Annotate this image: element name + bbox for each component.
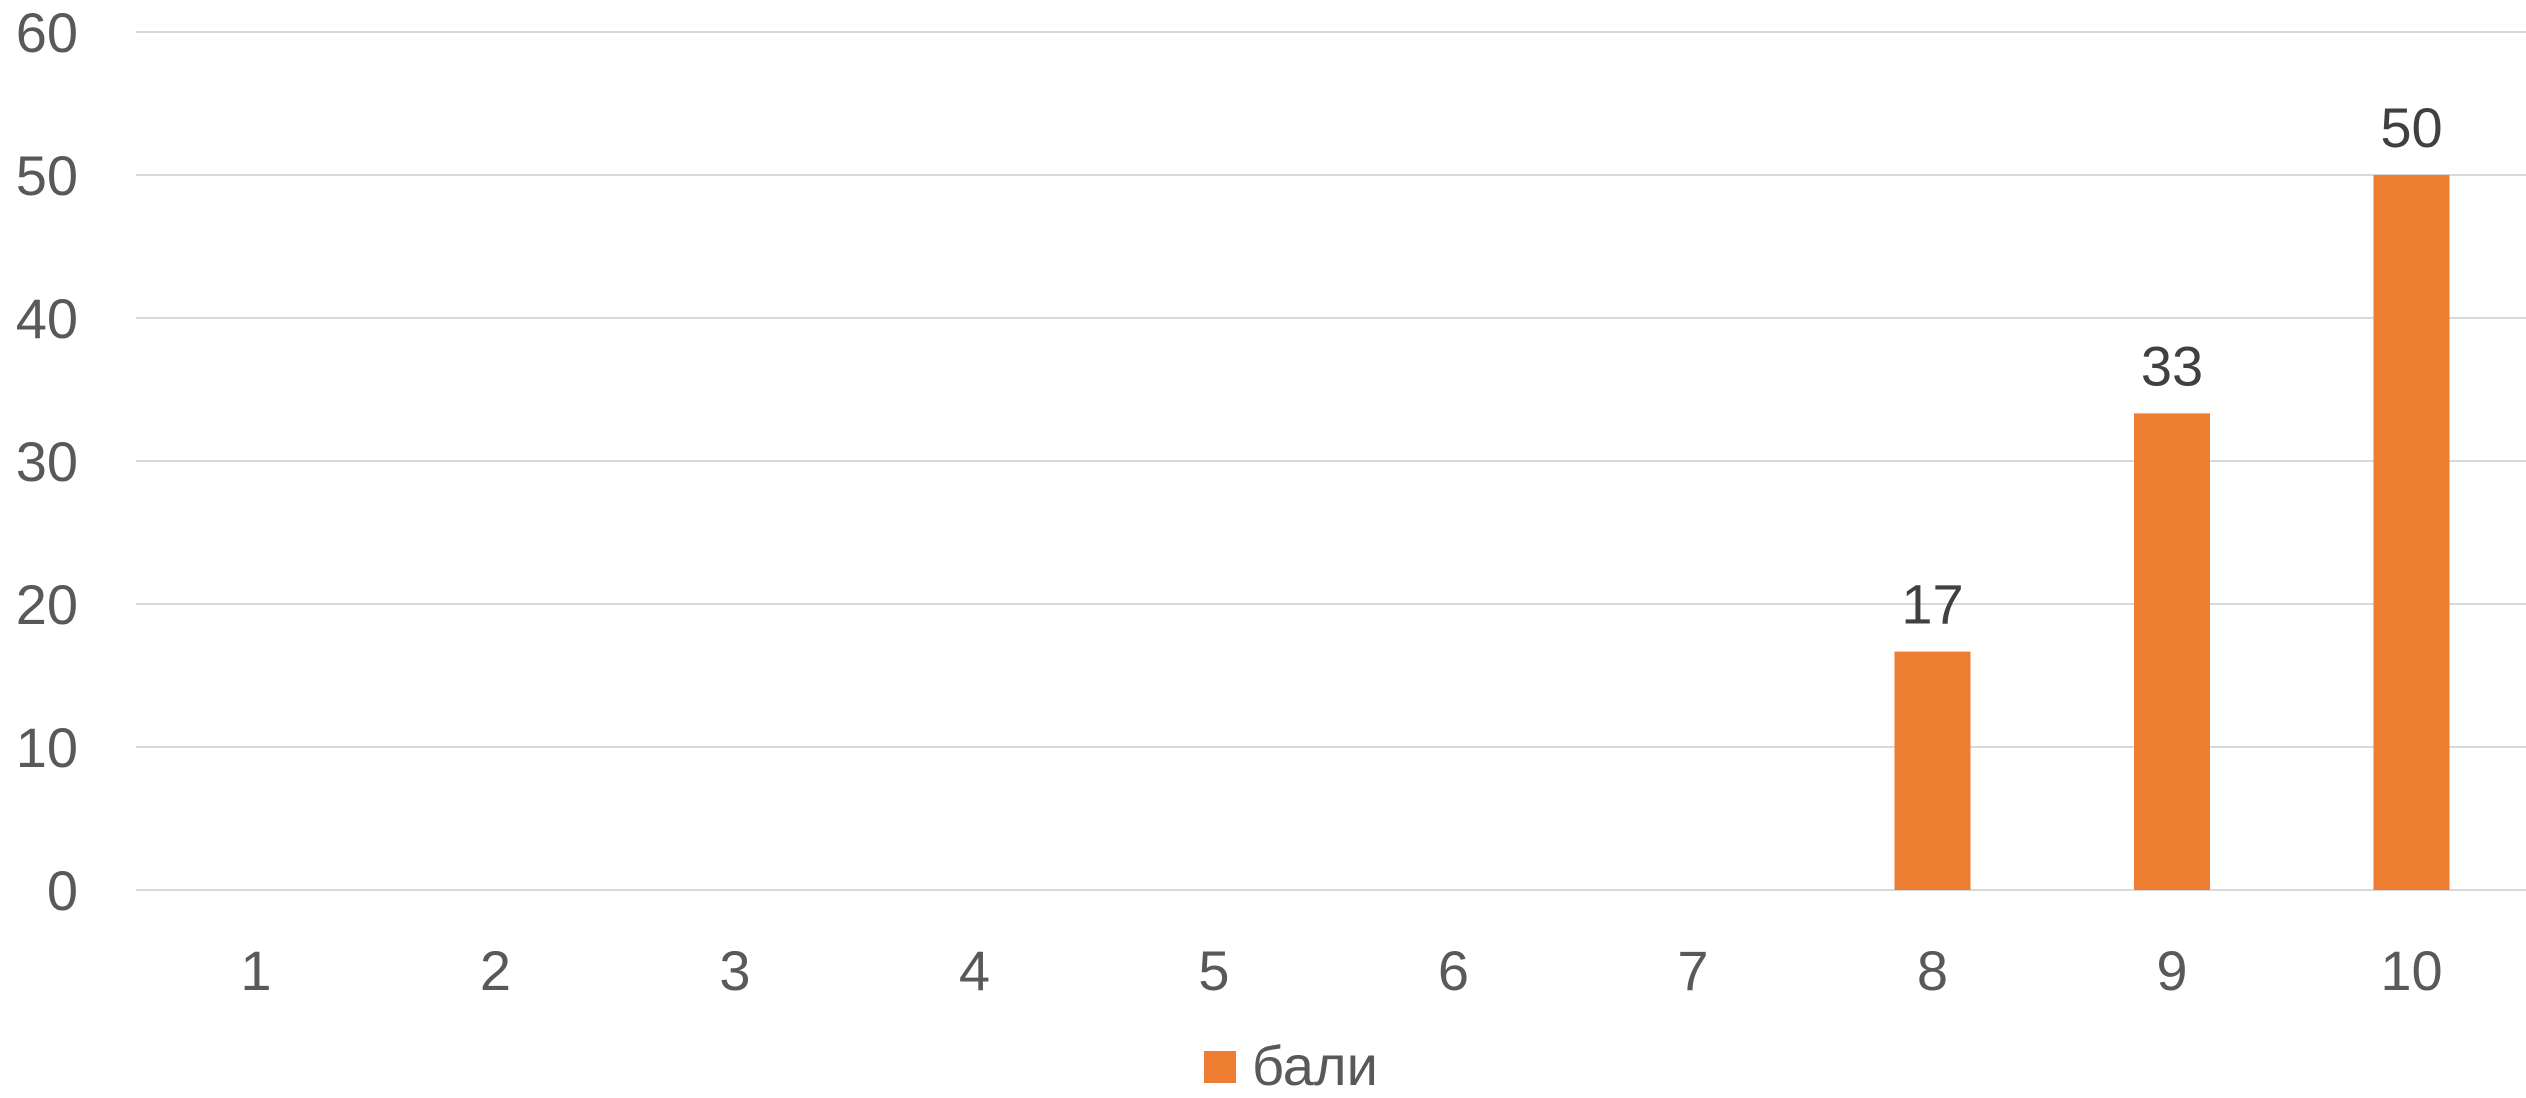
x-tick-label-7: 7 bbox=[1677, 939, 1708, 1002]
gridlines bbox=[136, 31, 2526, 891]
y-tick-label-30: 30 bbox=[16, 430, 78, 493]
x-tick-label-1: 1 bbox=[240, 939, 271, 1002]
bar-9 bbox=[2134, 413, 2210, 890]
x-tick-label-8: 8 bbox=[1917, 939, 1948, 1002]
x-tick-label-6: 6 bbox=[1438, 939, 1469, 1002]
y-axis: 0 10 20 30 40 50 60 bbox=[16, 1, 78, 922]
x-tick-label-3: 3 bbox=[719, 939, 750, 1002]
y-tick-label-0: 0 bbox=[47, 859, 78, 922]
y-tick-label-50: 50 bbox=[16, 144, 78, 207]
data-label-8: 17 bbox=[1901, 573, 1963, 636]
legend-label-bali: бали bbox=[1252, 1034, 1378, 1093]
y-tick-label-60: 60 bbox=[16, 1, 78, 64]
bars bbox=[1894, 175, 2450, 890]
legend: бали bbox=[1204, 1034, 1378, 1097]
x-tick-label-4: 4 bbox=[959, 939, 990, 1002]
data-label-10: 50 bbox=[2380, 96, 2442, 159]
data-label-9: 33 bbox=[2141, 334, 2203, 397]
x-tick-label-2: 2 bbox=[480, 939, 511, 1002]
y-tick-label-10: 10 bbox=[16, 716, 78, 779]
bar-8 bbox=[1894, 651, 1971, 890]
data-labels: 17 33 50 bbox=[1901, 96, 2442, 636]
x-tick-label-9: 9 bbox=[2156, 939, 2187, 1002]
bar-10 bbox=[2373, 175, 2450, 890]
y-tick-label-40: 40 bbox=[16, 287, 78, 350]
x-axis: 1 2 3 4 5 6 7 8 9 10 bbox=[240, 939, 2442, 1002]
y-tick-label-20: 20 bbox=[16, 573, 78, 636]
legend-swatch-bali bbox=[1204, 1051, 1236, 1083]
x-tick-label-5: 5 bbox=[1198, 939, 1229, 1002]
x-tick-label-10: 10 bbox=[2380, 939, 2442, 1002]
